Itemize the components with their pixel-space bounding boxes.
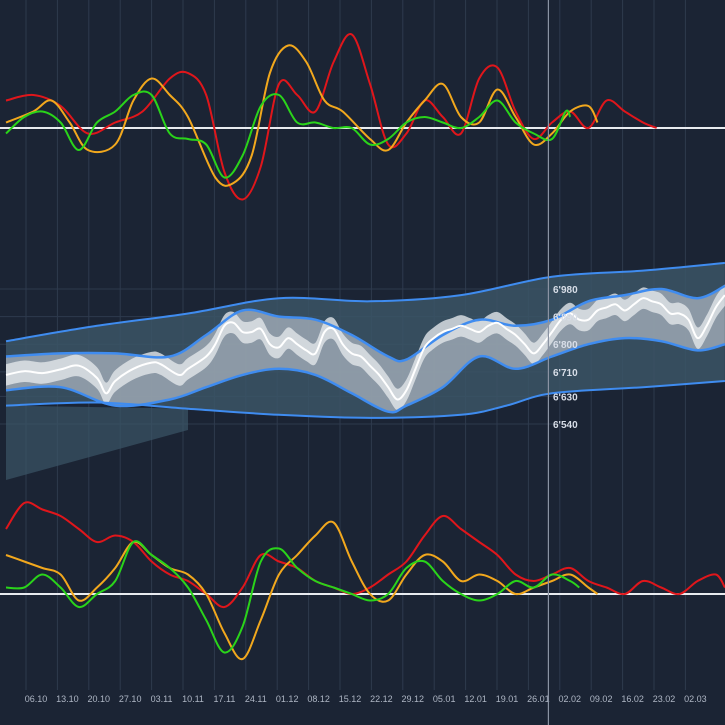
- x-tick-label: 12.01: [464, 694, 487, 704]
- x-tick-label: 17.11: [213, 694, 235, 704]
- x-tick-label: 19.01: [496, 694, 519, 704]
- core-band-fill: [6, 284, 725, 411]
- y-tick-label: 6'540: [553, 420, 578, 431]
- top-green-line: [5, 90, 572, 179]
- x-axis-labels: 06.10 13.10 20.10 27.10 03.11 10.11 17.11 24.11…: [25, 694, 707, 704]
- y-tick-label: 6'980: [553, 285, 578, 296]
- x-tick-label: 15.12: [339, 694, 362, 704]
- x-tick-label: 29.12: [402, 694, 425, 704]
- x-tick-label: 02.02: [559, 694, 582, 704]
- inner-upper-band-line: [5, 284, 725, 363]
- x-tick-label: 13.10: [56, 694, 79, 704]
- y-tick-label: 6'710: [553, 368, 578, 379]
- top-red-line: [5, 33, 657, 201]
- top-oscillator-panel: [0, 33, 725, 201]
- x-tick-label: 24.11: [245, 694, 267, 704]
- y-tick-label: 6'890: [553, 313, 578, 324]
- x-tick-label: 20.10: [88, 694, 111, 704]
- x-tick-label: 01.12: [276, 694, 299, 704]
- x-tick-label: 23.02: [653, 694, 676, 704]
- x-tick-label: 27.10: [119, 694, 142, 704]
- top-orange-line: [5, 44, 599, 187]
- inner-lower-band-line: [5, 336, 725, 414]
- x-tick-label: 05.01: [433, 694, 456, 704]
- x-tick-label: 03.11: [151, 694, 173, 704]
- bottom-red-line: [5, 501, 725, 609]
- y-tick-label: 6'800: [553, 340, 578, 351]
- bottom-green-line: [5, 540, 580, 654]
- price-panel: [5, 261, 725, 480]
- x-tick-label: 02.03: [684, 694, 707, 704]
- x-tick-label: 16.02: [621, 694, 644, 704]
- x-tick-label: 22.12: [370, 694, 393, 704]
- y-tick-label: 6'630: [553, 392, 578, 403]
- x-tick-label: 10.11: [182, 694, 204, 704]
- outer-band-cone: [6, 405, 188, 480]
- x-tick-label: 09.02: [590, 694, 613, 704]
- y-axis-labels: 6'980 6'890 6'800 6'710 6'630 6'540: [553, 285, 578, 431]
- bottom-orange-line: [5, 520, 599, 661]
- outer-upper-band-line: [5, 261, 725, 343]
- x-tick-label: 06.10: [25, 694, 48, 704]
- price-line: [5, 294, 725, 401]
- x-tick-label: 26.01: [527, 694, 550, 704]
- x-tick-label: 08.12: [307, 694, 330, 704]
- bottom-oscillator-panel: [0, 501, 725, 661]
